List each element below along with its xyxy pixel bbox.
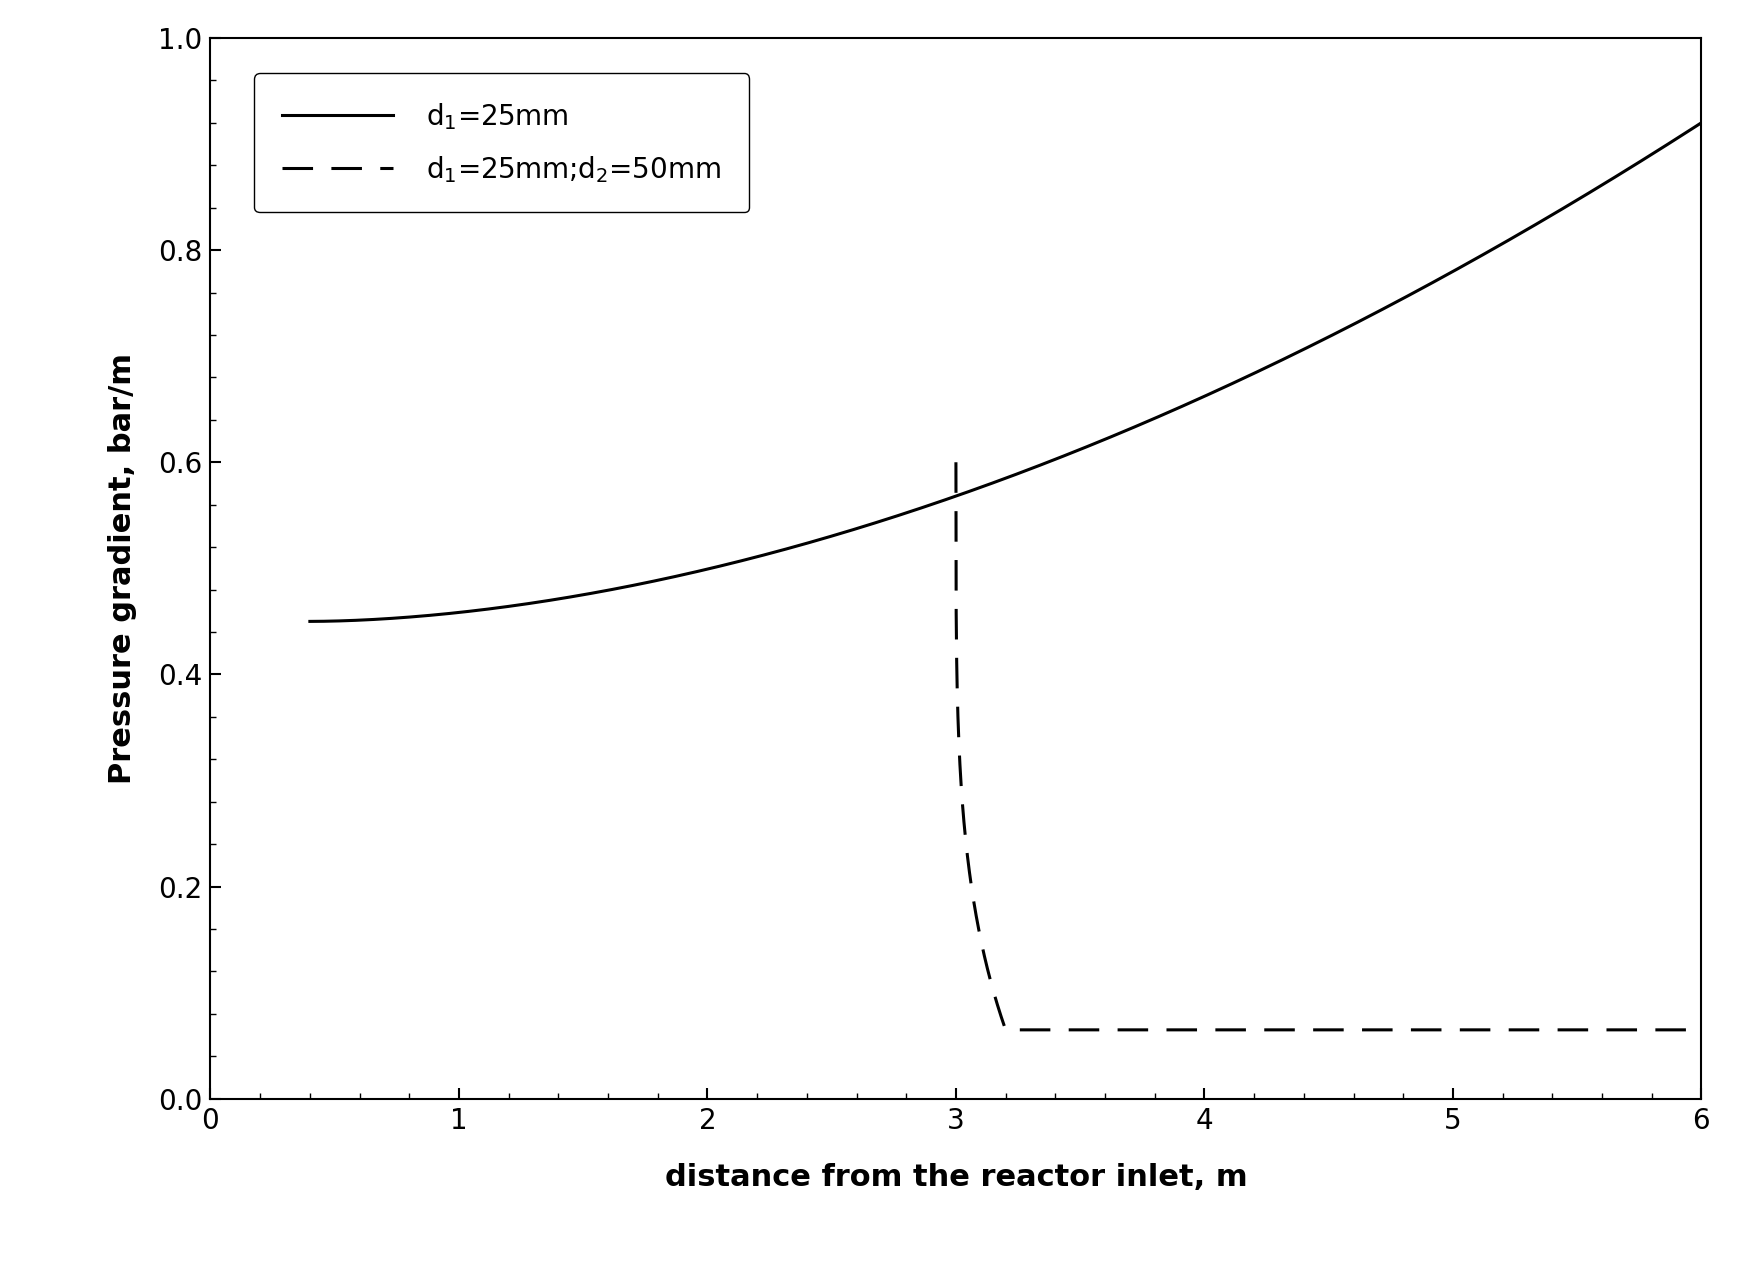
Legend: d$_1$=25mm, d$_1$=25mm;d$_2$=50mm: d$_1$=25mm, d$_1$=25mm;d$_2$=50mm bbox=[254, 73, 749, 212]
X-axis label: distance from the reactor inlet, m: distance from the reactor inlet, m bbox=[665, 1163, 1247, 1192]
Y-axis label: Pressure gradient, bar/m: Pressure gradient, bar/m bbox=[109, 352, 137, 784]
